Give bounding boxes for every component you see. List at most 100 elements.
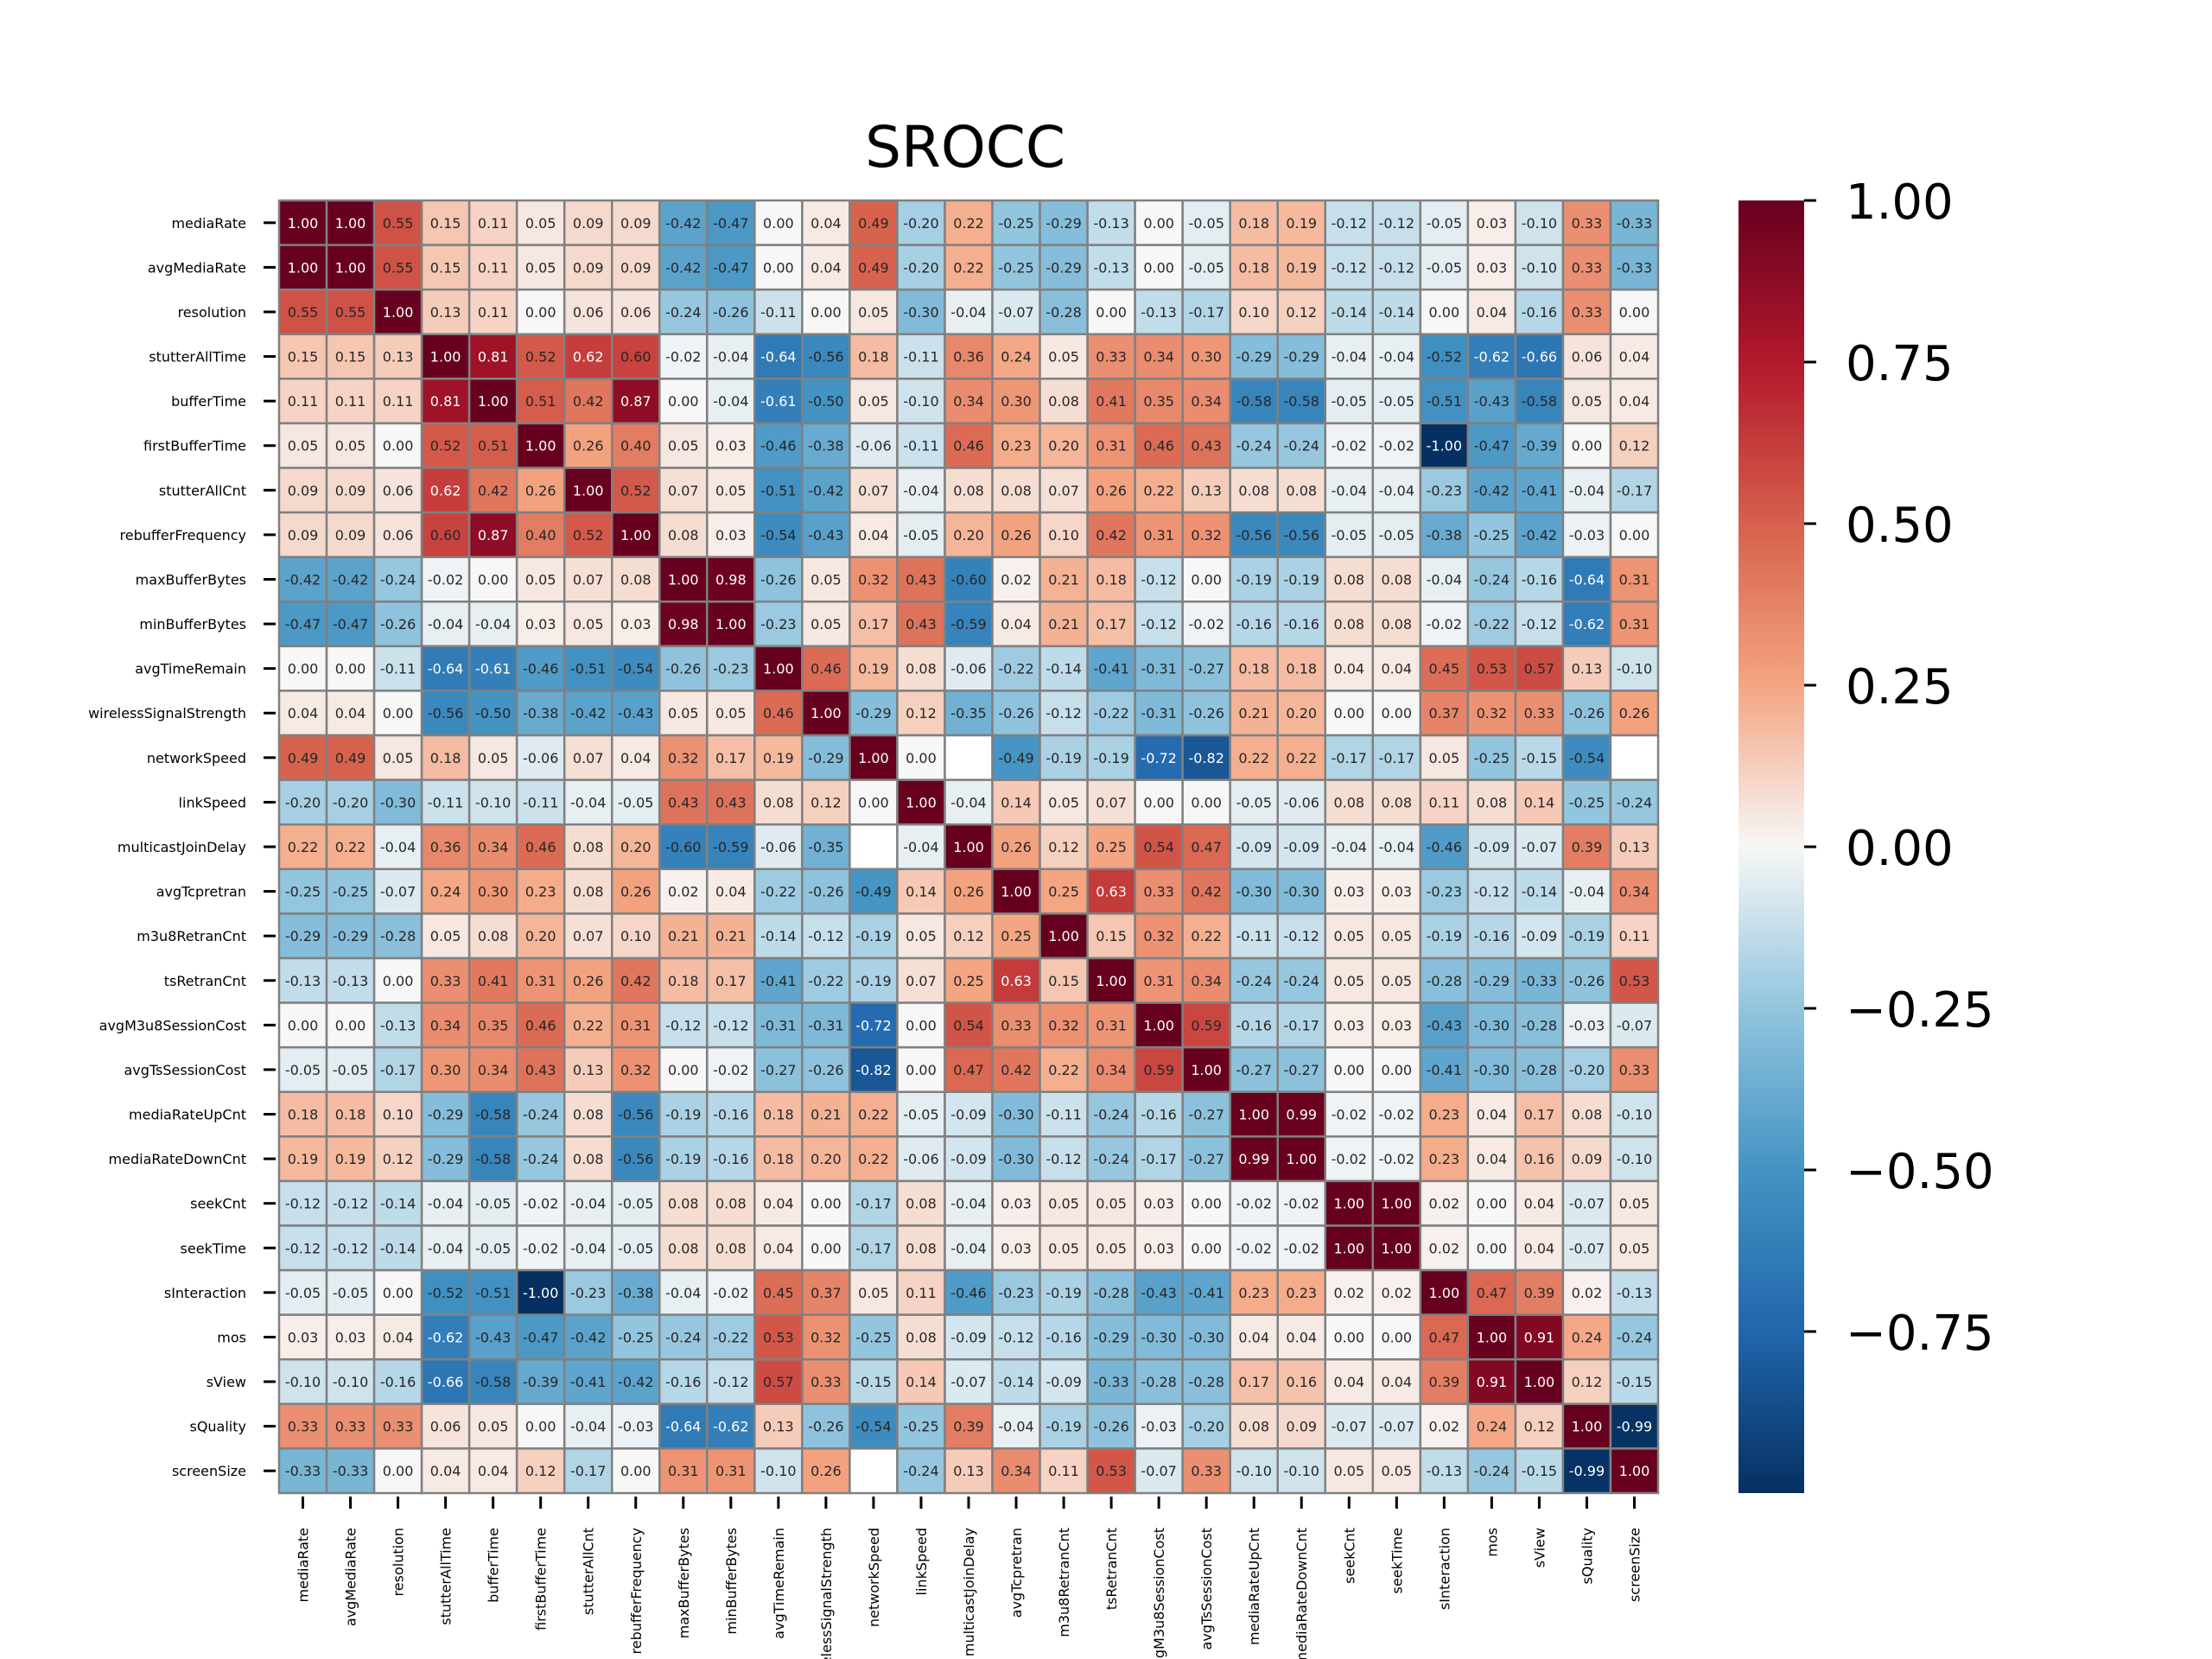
cell-value: -0.62 (428, 1329, 463, 1345)
cell-value: -0.26 (713, 304, 748, 321)
cell-value: 0.08 (1572, 1107, 1603, 1123)
cell-value: -0.05 (333, 1062, 368, 1078)
cell-value: -0.47 (713, 259, 748, 276)
heatmap-cell (753, 1224, 804, 1272)
heatmap-cell (944, 378, 994, 425)
cell-value: 0.03 (1143, 1240, 1174, 1256)
cell-value: -0.58 (475, 1107, 511, 1123)
cell-value: -0.56 (808, 349, 843, 365)
heatmap-cell (1229, 690, 1279, 737)
y-tick-label: mos (217, 1329, 246, 1345)
heatmap-cell (1324, 199, 1375, 246)
cell-value: -0.58 (1284, 393, 1319, 410)
cell-value: -0.02 (1379, 1151, 1414, 1167)
cell-value: -0.58 (475, 1151, 511, 1167)
x-tick-label: sInteraction (1436, 1528, 1452, 1610)
cell-value: -0.13 (380, 1017, 416, 1033)
cell-value: 1.00 (1096, 973, 1127, 989)
cell-value: -0.04 (998, 1419, 1033, 1435)
heatmap-cell (372, 779, 423, 826)
cell-value: 0.06 (1572, 349, 1603, 365)
cell-value: 0.22 (858, 1151, 889, 1167)
heatmap-cell (706, 333, 756, 380)
heatmap-cell (1514, 288, 1565, 336)
cell-value: 0.18 (1238, 215, 1269, 232)
heatmap-cell (1466, 511, 1517, 558)
cell-value: 0.08 (668, 1240, 699, 1256)
cell-value: -0.16 (1284, 616, 1319, 632)
heatmap-cell (1181, 1179, 1231, 1227)
heatmap-cell (896, 1447, 946, 1495)
cell-value: 0.98 (715, 571, 747, 588)
cell-value: -0.41 (570, 1374, 606, 1390)
heatmap-cell (372, 1224, 423, 1272)
cell-value: 0.02 (1429, 1240, 1460, 1256)
cell-value: 0.04 (1524, 1196, 1555, 1212)
cell-value: 0.05 (1048, 794, 1079, 810)
y-tick-label: sView (207, 1374, 246, 1390)
heatmap-cell (944, 1447, 994, 1495)
heatmap-cell (563, 645, 613, 692)
heatmap-cell (1561, 734, 1612, 781)
cell-value: 0.05 (1096, 1196, 1127, 1212)
cell-value: 0.04 (1524, 1240, 1555, 1256)
cell-value: 0.00 (383, 973, 414, 989)
heatmap-cell (467, 467, 518, 514)
cell-value: 0.16 (1286, 1374, 1317, 1390)
cell-value: 0.31 (715, 1463, 747, 1479)
cell-value: -0.07 (1141, 1463, 1176, 1479)
cell-value: -0.05 (1332, 393, 1367, 410)
cell-value: 0.21 (668, 928, 699, 944)
heatmap-cell (944, 467, 994, 514)
y-tick-label: avgMediaRate (148, 259, 246, 276)
cell-value: -0.72 (1141, 750, 1176, 766)
cell-value: 0.33 (1524, 705, 1555, 721)
cell-value: -0.12 (1332, 215, 1367, 232)
heatmap-cell (467, 601, 518, 648)
cell-value: 0.04 (430, 1463, 461, 1479)
cell-value: -0.26 (760, 571, 796, 588)
cell-value: 0.17 (715, 973, 747, 989)
heatmap-cell (1039, 1447, 1089, 1495)
cell-value: 0.15 (430, 259, 461, 276)
cell-value: -0.16 (1236, 616, 1272, 632)
cell-value: -0.33 (285, 1463, 321, 1479)
cell-value: 0.02 (1001, 571, 1032, 588)
heatmap-cell (896, 467, 946, 514)
cell-value: -0.20 (1188, 1419, 1224, 1435)
x-tick-label: seekTime (1389, 1528, 1405, 1593)
cell-value: 0.33 (288, 1419, 319, 1435)
cell-value: 0.22 (573, 1017, 604, 1033)
cell-value: -0.22 (808, 973, 843, 989)
heatmap-cell (991, 1268, 1041, 1316)
cell-value: -0.64 (428, 661, 463, 677)
cell-value: -0.04 (950, 794, 986, 810)
x-tick-label: networkSpeed (866, 1528, 882, 1627)
heatmap-cell (1609, 1447, 1660, 1495)
cell-value: -0.24 (1284, 438, 1319, 454)
heatmap-cell (515, 957, 566, 1004)
cell-value: -0.99 (1569, 1463, 1605, 1479)
cell-value: 0.08 (573, 1107, 604, 1123)
cell-value: 0.34 (1096, 1062, 1127, 1078)
heatmap-cell (420, 1090, 471, 1138)
cell-value: 0.03 (525, 616, 556, 632)
heatmap-cell (1419, 1402, 1470, 1450)
cell-value: 0.05 (383, 750, 414, 766)
cell-value: 0.34 (1001, 1463, 1032, 1479)
cell-value: 0.00 (1191, 794, 1222, 810)
cell-value: -0.07 (998, 304, 1033, 321)
heatmap-cell (1181, 467, 1231, 514)
cell-value: -0.41 (760, 973, 796, 989)
cell-value: -0.23 (1427, 482, 1462, 499)
cell-value: 0.31 (1096, 438, 1127, 454)
cell-value: -0.24 (1093, 1107, 1128, 1123)
heatmap-cell (515, 1402, 566, 1450)
cell-value: -0.02 (1236, 1240, 1272, 1256)
heatmap-cell (1419, 690, 1470, 737)
cell-value: -0.33 (1617, 259, 1652, 276)
cell-value: 0.18 (1286, 661, 1317, 677)
cell-value: 0.33 (1096, 349, 1127, 365)
x-tick-label: avgTcpretran (1008, 1528, 1025, 1618)
cell-value: 0.03 (1381, 1017, 1412, 1033)
